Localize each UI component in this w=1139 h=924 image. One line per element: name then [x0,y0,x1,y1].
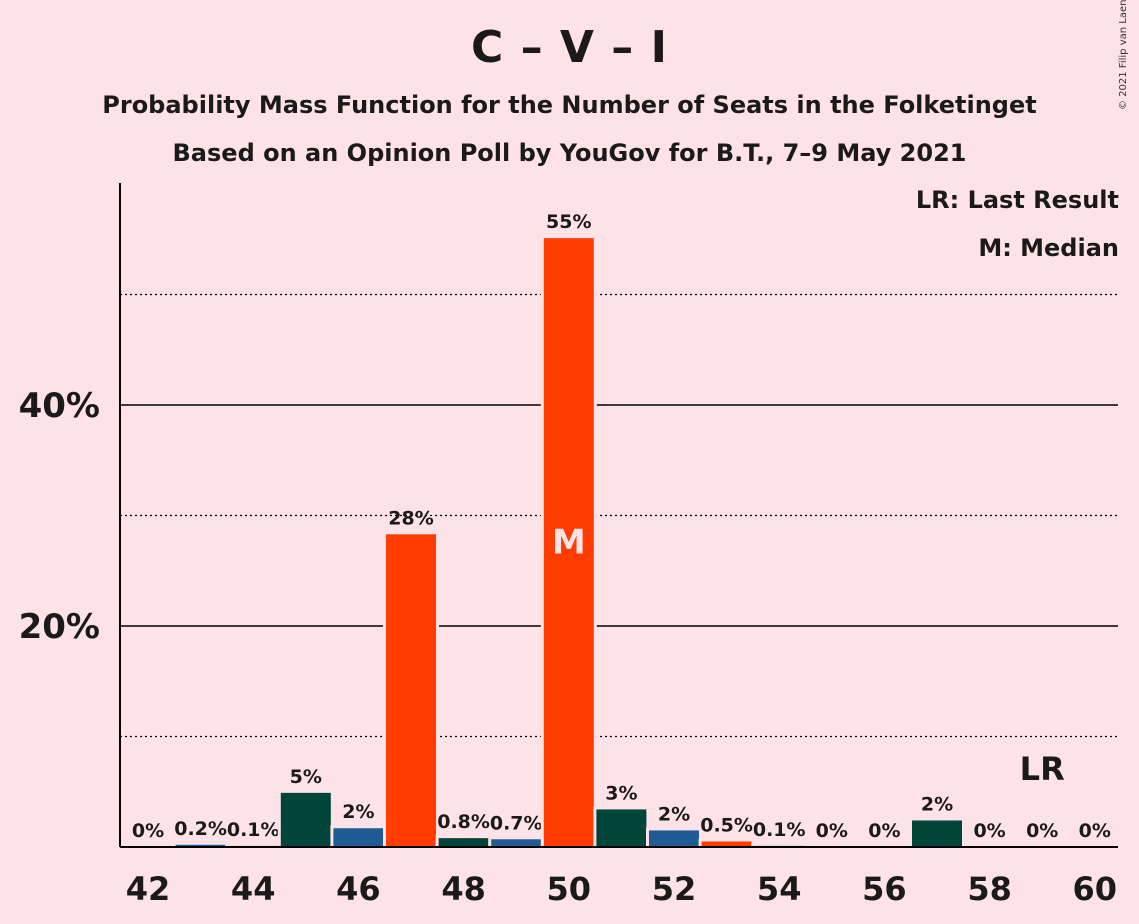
bar-halo [172,841,229,847]
bar-seat-47 [386,534,436,847]
bar-seat-50 [543,238,594,847]
last-result-marker: LR [1020,750,1065,788]
bar-seat-49 [491,839,542,847]
chart-title: C – V – I [471,22,668,73]
x-tick-label: 42 [126,870,171,908]
bar-value-label: 0.5% [700,814,753,836]
x-tick-label: 58 [967,870,1012,908]
bar-value-label: 0.7% [490,812,543,834]
bar-value-label: 2% [658,803,690,825]
bar-value-label: 28% [388,507,433,529]
bar-value-label: 0.8% [437,811,490,833]
bar-seat-57 [912,820,962,847]
bar-seat-45 [280,792,331,847]
bar-value-label: 55% [546,211,591,233]
bar-seat-43 [175,844,226,847]
x-tick-label: 54 [757,870,802,908]
x-tick-label: 56 [862,870,907,908]
bar-value-label: 0% [868,820,900,842]
bar-value-label: 3% [605,782,637,804]
bar-value-label: 0% [1026,820,1058,842]
bar-seat-48 [438,838,489,847]
x-tick-label: 50 [547,870,592,908]
y-tick-label: 20% [19,607,100,647]
bar-value-label: 0.1% [227,819,280,841]
bar-value-label: 0.2% [174,818,227,840]
bar-value-label: 0% [816,820,848,842]
chart-source: Based on an Opinion Poll by YouGov for B… [172,139,967,167]
x-tick-label: 52 [652,870,697,908]
bar-value-label: 2% [921,793,953,815]
bar-seat-52 [649,830,699,847]
bar-seat-51 [596,809,647,847]
bar-value-label: 0% [132,820,164,842]
y-tick-label: 40% [19,386,100,426]
bar-halo [751,842,808,847]
bar-seat-46 [333,828,384,847]
x-tick-label: 44 [231,870,276,908]
x-tick-label: 60 [1073,870,1118,908]
chart-subtitle: Probability Mass Function for the Number… [102,91,1037,119]
bar-value-label: 0.1% [753,819,806,841]
bar-halo [225,842,282,847]
bar-value-label: 0% [973,820,1005,842]
bar-value-label: 5% [290,766,322,788]
bar-value-label: 0% [1079,820,1111,842]
legend-last-result: LR: Last Result [915,186,1119,214]
legend-median: M: Median [978,234,1119,262]
x-tick-label: 48 [441,870,486,908]
bar-seat-53 [701,841,752,847]
bar-value-label: 2% [342,801,374,823]
median-marker: M [552,523,586,563]
x-tick-label: 46 [336,870,381,908]
